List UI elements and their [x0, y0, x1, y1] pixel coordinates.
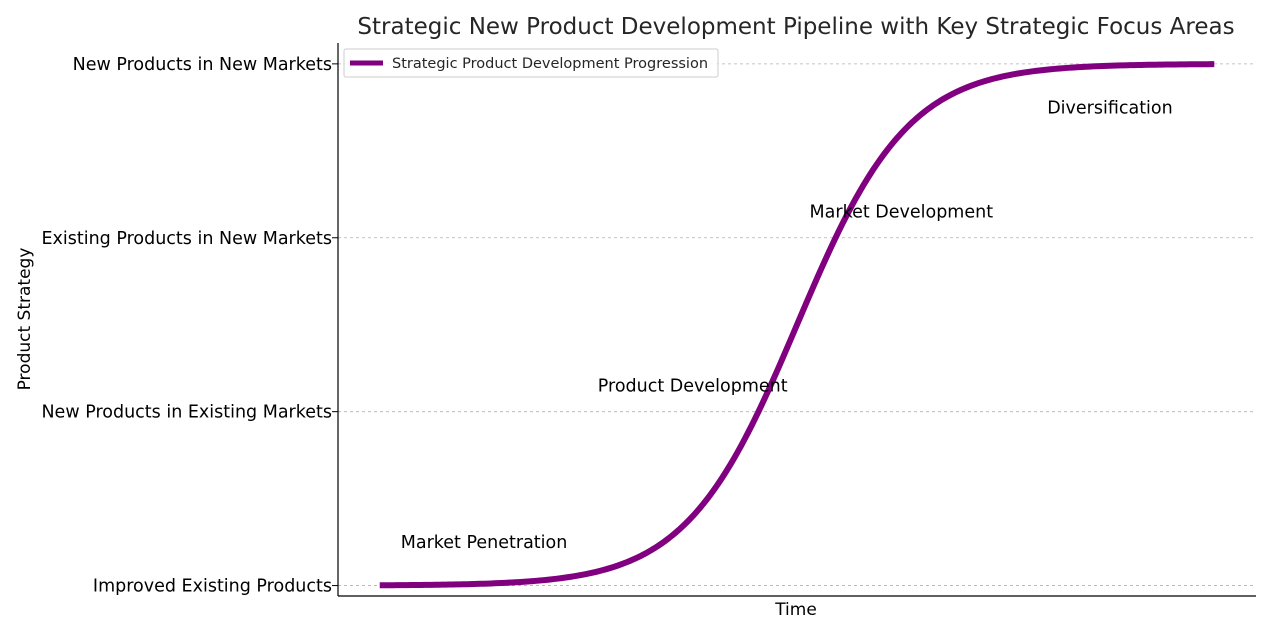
legend: Strategic Product Development Progressio…: [343, 48, 719, 78]
x-axis-label: Time: [774, 600, 817, 620]
y-tick-label: Improved Existing Products: [93, 577, 332, 597]
y-tick-label: New Products in New Markets: [73, 55, 332, 75]
legend-label: Strategic Product Development Progressio…: [392, 56, 708, 72]
annotation-label: Product Development: [598, 377, 788, 397]
annotations: Market Penetration Product Development Mar…: [401, 98, 1173, 553]
annotation-label: Market Penetration: [401, 533, 568, 553]
chart-title: Strategic New Product Development Pipeli…: [357, 14, 1234, 40]
series-line-progression: [379, 61, 1215, 589]
y-axis-ticks: Improved Existing Products New Products i…: [41, 55, 338, 597]
y-tick-label: Existing Products in New Markets: [41, 229, 332, 249]
annotation-label: Market Development: [810, 203, 994, 223]
y-tick-label: New Products in Existing Markets: [41, 403, 332, 423]
y-axis-label: Product Strategy: [15, 248, 35, 391]
annotation-label: Diversification: [1047, 98, 1173, 118]
legend-box: [343, 48, 719, 78]
